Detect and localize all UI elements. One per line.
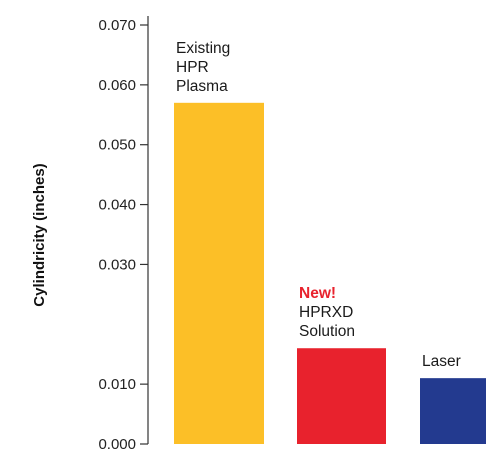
y-tick-label: 0.060 <box>98 77 136 94</box>
bar-label-line: Solution <box>299 323 355 340</box>
bar-label-line: Plasma <box>176 78 228 95</box>
y-axis-title: Cylindricity (inches) <box>31 163 48 306</box>
bar-label-line: HPR <box>176 59 209 76</box>
y-tick-label: 0.010 <box>98 376 136 393</box>
bar <box>420 378 486 444</box>
y-tick-label: 0.050 <box>98 137 136 154</box>
y-axis-ticks: 0.000 0.010 0.030 0.040 0.050 0.060 0.070 <box>98 17 148 452</box>
bar-label-line: Existing <box>176 40 230 57</box>
bar <box>174 102 264 445</box>
y-tick-label: 0.000 <box>98 436 136 452</box>
bar <box>297 348 386 444</box>
bar-labels: Existing HPR Plasma New! HPRXD Solution Laser <box>176 40 461 370</box>
bar-label-line: HPRXD <box>299 304 353 321</box>
y-tick-label: 0.030 <box>98 256 136 273</box>
y-tick-label: 0.070 <box>98 17 136 34</box>
bar-label-line: Laser <box>422 353 461 370</box>
bars <box>174 102 486 445</box>
bar-tag-label: New! <box>299 285 336 302</box>
y-tick-label: 0.040 <box>98 197 136 214</box>
